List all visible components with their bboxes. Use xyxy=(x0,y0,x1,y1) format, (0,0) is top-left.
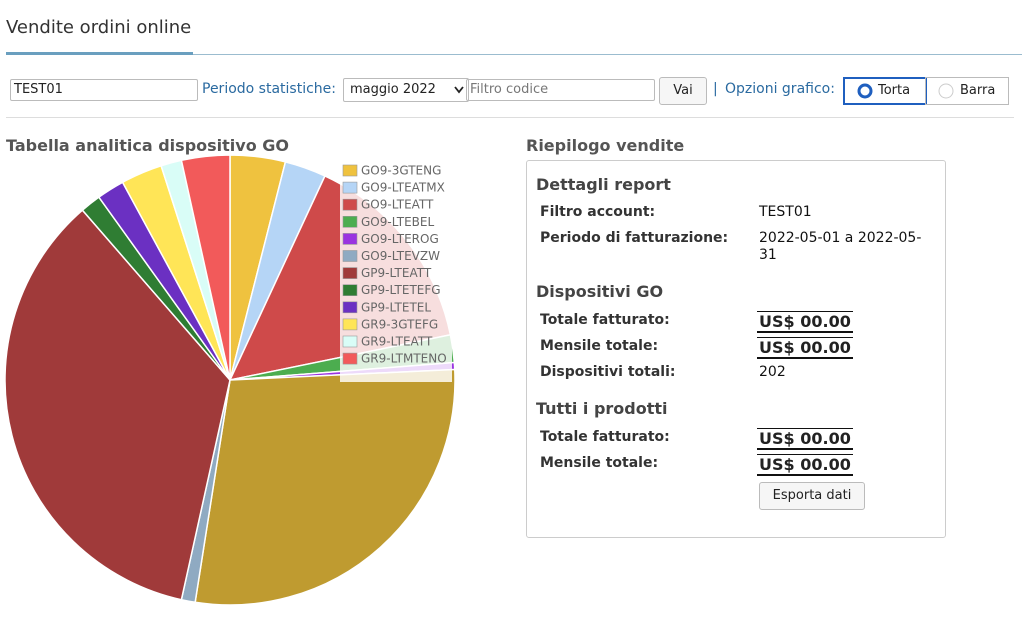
page-title: Vendite ordini online xyxy=(6,17,192,38)
row-value: TEST01 xyxy=(759,204,812,220)
pie-slice xyxy=(180,154,231,381)
legend-label: GP9-LTETEL xyxy=(361,300,431,314)
radio-checked xyxy=(857,83,873,99)
legend-label: GP9-LTETEFG xyxy=(361,283,441,297)
legend-label: GO9-3GTENG xyxy=(361,164,441,178)
row-value: 2022-05-01 a 2022-05-31 xyxy=(759,230,922,263)
period-value: maggio 2022 xyxy=(350,82,436,97)
legend-swatch xyxy=(342,284,358,296)
row-label: Periodo di fatturazione: xyxy=(540,230,729,246)
money-value: US$ 00.00 xyxy=(757,454,853,476)
pie-slice xyxy=(194,368,456,606)
section-title: Dettagli report xyxy=(536,175,671,194)
row-label: Mensile totale: xyxy=(540,455,659,471)
legend-label: GO9-LTEBEL xyxy=(361,215,434,229)
legend-label: GO9-LTEATT xyxy=(361,198,434,212)
chart-title: Tabella analitica dispositivo GO xyxy=(6,136,289,155)
chart-options-label: Opzioni grafico: xyxy=(725,81,835,97)
pie-chart: GO9-3GTENG GO9-LTEATMX GO9-LTEATT GO9-LTEBE… xyxy=(4,154,456,606)
row-label: Dispositivi totali: xyxy=(540,364,676,380)
section-title: Dispositivi GO xyxy=(536,282,664,301)
summary-title: Riepilogo vendite xyxy=(526,136,685,155)
period-select[interactable]: maggio 2022 xyxy=(343,78,469,102)
title-rule xyxy=(6,54,1022,55)
account-input[interactable]: TEST01 xyxy=(10,79,198,101)
row-value: 202 xyxy=(759,364,786,380)
money-value: US$ 00.00 xyxy=(757,337,853,359)
legend-swatch xyxy=(342,352,358,365)
legend-swatch xyxy=(342,301,358,314)
separator: | xyxy=(713,81,718,97)
money-value: US$ 00.00 xyxy=(757,428,853,450)
row-label: Mensile totale: xyxy=(540,338,659,354)
legend-label: GO9-LTEVZW xyxy=(361,249,440,263)
export-button[interactable]: Esporta dati xyxy=(759,482,865,510)
row-label: Totale fatturato: xyxy=(540,429,670,445)
filter-input[interactable]: Filtro codice xyxy=(466,79,655,101)
legend-swatch xyxy=(342,267,358,279)
legend-swatch xyxy=(342,198,358,211)
bar-option-label: Barra xyxy=(960,83,996,98)
go-button[interactable]: Vai xyxy=(659,77,707,105)
legend-label: GO9-LTEROG xyxy=(361,232,439,246)
radio-unchecked xyxy=(938,83,954,99)
pie-option[interactable]: Torta xyxy=(843,77,927,105)
legend-label: GR9-3GTEFG xyxy=(361,317,438,331)
legend-label: GP9-LTEATT xyxy=(361,266,432,280)
money-value: US$ 00.00 xyxy=(757,311,853,333)
legend-label: GR9-LTEATT xyxy=(361,335,433,349)
section-title: Tutti i prodotti xyxy=(536,399,668,418)
title-underline xyxy=(6,52,193,55)
legend-swatch xyxy=(342,233,358,245)
legend-swatch xyxy=(342,181,358,194)
period-label: Periodo statistiche: xyxy=(202,81,336,97)
toolbar-rule xyxy=(6,117,1014,118)
row-label: Filtro account: xyxy=(540,204,656,220)
pie-option-label: Torta xyxy=(878,83,911,98)
pie-slice xyxy=(4,209,231,601)
select-arrow xyxy=(454,86,464,94)
legend-background xyxy=(340,160,452,382)
legend-swatch xyxy=(342,164,358,177)
legend-swatch xyxy=(342,318,358,331)
legend-swatch xyxy=(342,250,358,262)
legend-swatch xyxy=(342,335,358,348)
legend-label: GO9-LTEATMX xyxy=(361,181,445,195)
row-label: Totale fatturato: xyxy=(540,312,670,328)
summary-box xyxy=(526,160,946,538)
legend-label: GR9-LTMTENO xyxy=(361,352,447,366)
bar-option[interactable]: Barra xyxy=(925,77,1009,105)
legend-swatch xyxy=(342,216,358,228)
